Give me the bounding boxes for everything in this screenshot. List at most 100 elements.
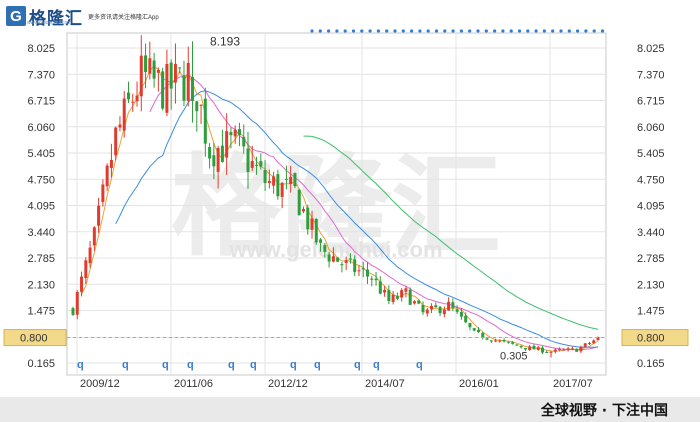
candle-body xyxy=(425,309,429,314)
decoration-dot xyxy=(559,29,563,33)
candle-body xyxy=(459,312,463,317)
annotation-low: 0.305 xyxy=(500,350,528,362)
candle-body xyxy=(468,323,472,328)
candle-body xyxy=(558,349,562,351)
candle-body xyxy=(417,300,421,304)
candle-body xyxy=(216,147,220,172)
candle-body xyxy=(395,295,399,299)
decoration-dot xyxy=(468,29,472,33)
decoration-dot xyxy=(376,29,380,33)
y-tick-label-right: 3.440 xyxy=(637,227,665,239)
candle-body xyxy=(144,55,148,73)
brand-url: www.gelonghui.com xyxy=(27,20,72,26)
decoration-dot xyxy=(368,29,372,33)
y-tick-label-right: 6.060 xyxy=(637,122,665,134)
candle-body xyxy=(378,281,382,294)
candle-body xyxy=(353,259,357,273)
event-marker: q xyxy=(373,359,380,371)
candle-body xyxy=(575,348,579,352)
candle-body xyxy=(301,208,305,212)
candle-body xyxy=(374,278,378,281)
y-tick-label-left: 8.025 xyxy=(27,43,55,55)
candle-body xyxy=(523,347,527,350)
candle-body xyxy=(592,340,596,344)
candle-body xyxy=(280,182,284,197)
x-tick-label: 2012/12 xyxy=(268,378,308,390)
candle-body xyxy=(549,351,553,353)
candle-body xyxy=(229,132,233,136)
decoration-dot xyxy=(551,29,555,33)
y-tick-label-right: 4.095 xyxy=(637,201,665,213)
candle-body xyxy=(306,207,310,230)
x-tick-label: 2017/07 xyxy=(553,378,593,390)
decoration-dot xyxy=(509,29,513,33)
decoration-dot xyxy=(351,29,356,33)
decoration-dot xyxy=(401,29,405,33)
decoration-dot xyxy=(526,29,530,33)
candle-body xyxy=(387,290,391,302)
candle-body xyxy=(472,328,476,331)
decoration-dot xyxy=(484,29,488,33)
candle-body xyxy=(511,342,515,344)
decoration-dot xyxy=(534,29,538,33)
decoration-dot xyxy=(310,29,314,33)
y-tick-label-left: 0.165 xyxy=(27,358,55,370)
candle-body xyxy=(169,62,173,89)
candle-body xyxy=(583,343,587,347)
candle-body xyxy=(186,62,190,101)
candle-body xyxy=(101,184,105,202)
decoration-dot xyxy=(600,29,605,33)
y-tick-label-right: 6.715 xyxy=(637,96,665,108)
candle-body xyxy=(545,351,549,353)
candle-body xyxy=(451,302,455,309)
y-tick-label-right: 2.785 xyxy=(637,253,665,265)
y-tick-label-left: 6.060 xyxy=(27,122,55,134)
y-tick-label-left: 2.785 xyxy=(27,253,55,265)
event-marker: q xyxy=(314,359,321,371)
decoration-dot xyxy=(517,29,522,33)
event-marker: q xyxy=(228,359,235,371)
candle-body xyxy=(412,301,416,304)
footer-slogan: 全球视野 · 下注中国 xyxy=(540,403,668,419)
candle-body xyxy=(515,344,519,346)
event-marker: q xyxy=(354,359,361,371)
decoration-dot xyxy=(451,29,455,33)
candle-body xyxy=(438,306,442,314)
decoration-dot xyxy=(542,29,546,33)
candle-body xyxy=(114,127,118,156)
candle-body xyxy=(135,95,139,102)
current-price-badge-right xyxy=(621,329,689,347)
candle-body xyxy=(310,218,314,230)
dot-decoration xyxy=(310,29,605,33)
candle-body xyxy=(255,164,259,166)
candle-body xyxy=(430,306,434,310)
candle-body xyxy=(267,180,271,183)
brand-tagline: 更多资讯请关注格隆汇App xyxy=(88,15,159,21)
decoration-dot xyxy=(318,29,322,33)
candle-body xyxy=(225,131,229,158)
candle-body xyxy=(357,270,361,272)
candle-body xyxy=(314,218,318,243)
candle-body xyxy=(408,289,412,305)
candle-body xyxy=(532,345,536,350)
annotation-high: 8.193 xyxy=(210,34,240,48)
current-price-badge-left xyxy=(3,329,67,347)
decoration-dot xyxy=(592,29,596,33)
candle-body xyxy=(489,340,493,342)
moving-average-line xyxy=(115,90,599,348)
candle-body xyxy=(293,173,297,187)
candle-body xyxy=(97,205,101,226)
candle-body xyxy=(366,269,370,277)
candle-body xyxy=(250,160,254,168)
candle-body xyxy=(126,92,130,100)
event-marker: q xyxy=(77,359,84,371)
candle-body xyxy=(361,268,365,270)
candle-body xyxy=(165,64,169,113)
y-tick-label-left: 4.750 xyxy=(27,174,55,186)
decoration-dot xyxy=(335,29,339,33)
candle-body xyxy=(118,124,122,128)
candle-body xyxy=(331,256,335,262)
candle-body xyxy=(494,340,498,342)
